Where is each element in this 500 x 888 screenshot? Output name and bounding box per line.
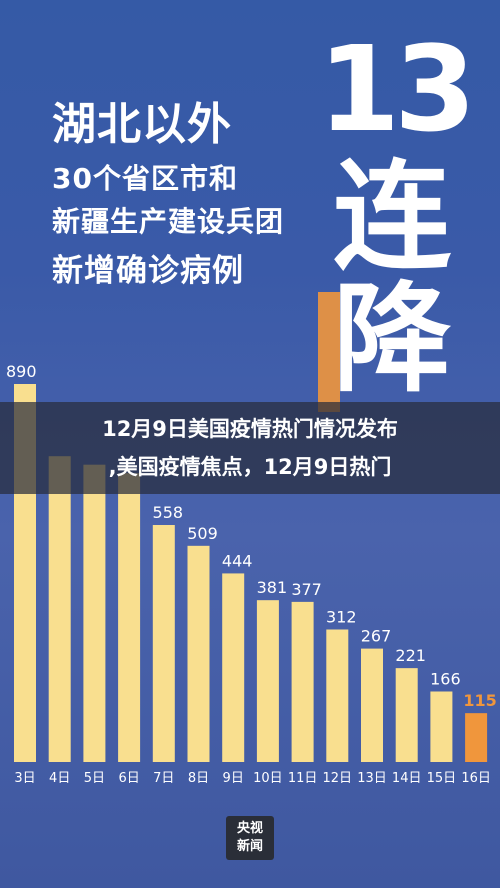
bar-value-label: 312 [326, 607, 357, 626]
badge-char-1: 连 [332, 148, 451, 286]
x-tick-label: 13日 [357, 771, 387, 786]
bar-value-label: 381 [257, 578, 288, 597]
x-tick-label: 3日 [14, 771, 35, 786]
x-tick-label: 4日 [49, 771, 70, 786]
badge-char-2: 降 [332, 270, 451, 408]
x-tick-label: 15日 [427, 771, 457, 786]
bar-9日 [222, 573, 245, 762]
logo-line-1: 央视 [236, 821, 263, 836]
x-tick-label: 11日 [288, 771, 318, 786]
banner-line-1: 12月9日美国疫情热门情况发布 [102, 417, 398, 441]
bar-value-label: 377 [291, 580, 322, 599]
bar-value-label: 444 [222, 551, 253, 570]
down-arrow-icon [318, 292, 340, 412]
bar-value-label: 267 [361, 627, 392, 646]
x-tick-label: 12日 [323, 771, 353, 786]
x-tick-label: 16日 [461, 771, 491, 786]
bar-value-label: 558 [153, 503, 184, 522]
x-tick-label: 5日 [84, 771, 105, 786]
bar-14日 [395, 668, 418, 762]
bar-8日 [187, 545, 210, 762]
bar-13日 [361, 648, 383, 762]
bar-value-label: 221 [395, 646, 426, 665]
bar-value-label: 115 [463, 691, 496, 710]
bar-5日 [83, 464, 106, 762]
cctv-news-logo: 央视 新闻 [226, 816, 274, 860]
bar-11日 [291, 601, 314, 762]
logo-line-2: 新闻 [236, 839, 263, 854]
banner-title[interactable]: 12月9日美国疫情热门情况发布 ,美国疫情焦点，12月9日热门 [12, 410, 488, 486]
bar-4日 [48, 456, 71, 762]
x-tick-label: 6日 [118, 771, 139, 786]
headline-line-3: 新疆生产建设兵团 [52, 205, 285, 238]
headline-line-2: 30个省区市和 [52, 162, 238, 195]
bar-12日 [326, 629, 349, 762]
x-tick-label: 8日 [188, 771, 209, 786]
bar-value-label: 166 [430, 669, 461, 688]
badge-number: 13 [318, 20, 476, 158]
bar-15日 [430, 691, 453, 762]
bar-value-label: 890 [6, 362, 37, 381]
bar-7日 [152, 525, 175, 762]
banner-line-2: ,美国疫情焦点，12月9日热门 [108, 455, 392, 479]
x-tick-label: 10日 [253, 771, 283, 786]
headline-line-4: 新增确诊病例 [52, 253, 244, 289]
x-tick-label: 7日 [153, 771, 174, 786]
bar-10日 [256, 600, 279, 762]
bar-value-label: 509 [187, 524, 218, 543]
bar-6日 [118, 473, 141, 762]
title-banner[interactable]: 12月9日美国疫情热门情况发布 ,美国疫情焦点，12月9日热门 [0, 402, 500, 494]
x-tick-label: 9日 [223, 771, 244, 786]
x-tick-label: 14日 [392, 771, 422, 786]
bar-16日 [465, 713, 488, 762]
headline-line-1: 湖北以外 [52, 99, 232, 150]
